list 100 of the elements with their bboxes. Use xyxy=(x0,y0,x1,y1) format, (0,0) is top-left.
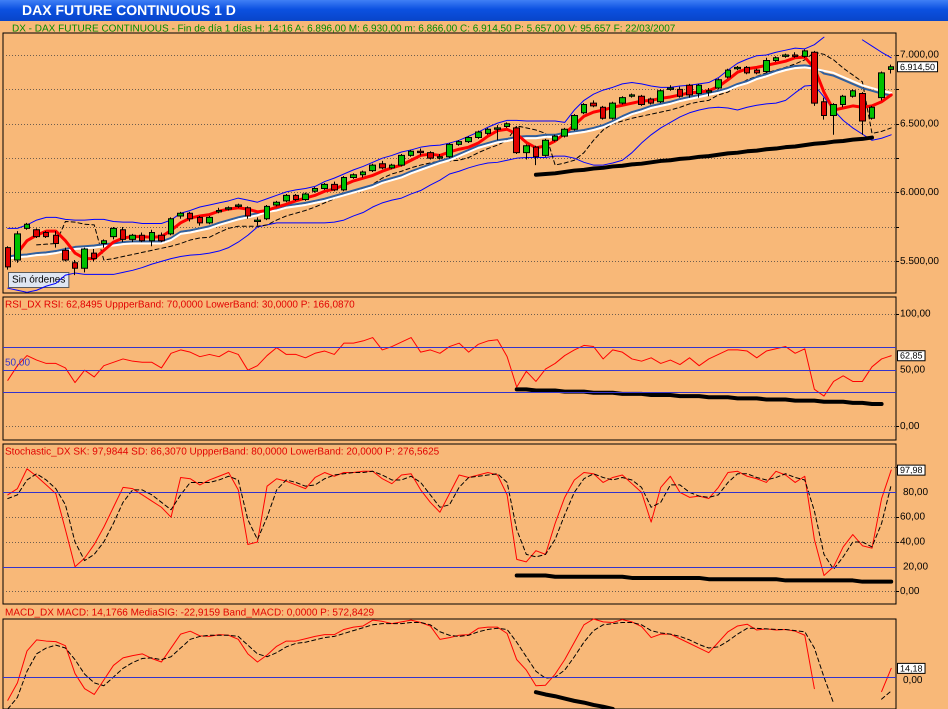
candlestick xyxy=(302,192,309,202)
candlestick xyxy=(283,193,290,203)
candlestick xyxy=(379,160,386,170)
candlestick xyxy=(33,228,40,238)
candlestick xyxy=(686,83,693,98)
candlestick xyxy=(437,154,443,160)
candlestick xyxy=(158,232,165,243)
candlestick xyxy=(398,154,405,167)
annotation: 14,18 xyxy=(900,663,923,674)
candlestick xyxy=(494,124,501,141)
candlestick xyxy=(657,88,664,104)
line-series xyxy=(7,337,892,397)
candlestick xyxy=(840,94,846,108)
candlestick xyxy=(609,101,616,120)
candlestick xyxy=(571,114,578,132)
candlestick xyxy=(677,86,683,98)
y-tick-label: 6.000,00 xyxy=(900,187,940,198)
candlestick xyxy=(177,211,184,220)
candlestick xyxy=(619,96,626,106)
candlestick xyxy=(168,216,174,236)
annotation: 97,98 xyxy=(900,465,923,476)
candlestick xyxy=(417,148,424,156)
candlestick xyxy=(696,83,702,98)
chart-title: RSI_DX RSI: 62,8495 UppperBand: 70,0000 LowerBand: 30,0000 P: 166,0870 xyxy=(5,300,356,310)
y-tick-label: 50,00 xyxy=(900,364,926,376)
y-tick-label: 40,00 xyxy=(900,536,926,548)
candlestick xyxy=(754,68,760,75)
candlestick xyxy=(53,230,59,248)
candlestick xyxy=(715,78,722,90)
candlestick xyxy=(475,130,482,140)
candlestick xyxy=(389,163,395,170)
chart-title: MACD_DX MACD: 14,1766 MediaSIG: -22,9159 Band_MACD: 0,0000 P: 572,8429 xyxy=(5,608,375,618)
candlestick xyxy=(62,247,69,262)
candlestick xyxy=(581,102,587,115)
candlestick xyxy=(5,246,11,270)
line-series xyxy=(534,136,874,177)
y-tick-label: 7.000,00 xyxy=(900,50,940,61)
candlestick xyxy=(600,105,606,120)
candlestick xyxy=(504,122,510,128)
candlestick xyxy=(293,193,299,202)
candlestick xyxy=(821,97,827,120)
y-tick-label: 0,00 xyxy=(900,420,920,432)
candlestick xyxy=(369,163,376,172)
candlestick xyxy=(465,136,472,144)
candlestick xyxy=(667,84,674,92)
candlestick xyxy=(513,126,520,155)
candlestick xyxy=(24,222,30,230)
candlestick xyxy=(878,71,885,101)
candlestick xyxy=(341,176,347,192)
candlestick xyxy=(206,215,213,225)
candlestick xyxy=(110,226,117,240)
candlestick xyxy=(792,52,798,58)
candlestick xyxy=(187,211,193,222)
y-tick-label: 100,00 xyxy=(900,308,932,320)
candlestick xyxy=(542,138,549,158)
candlestick xyxy=(43,230,49,238)
candlestick xyxy=(149,229,155,247)
line-series xyxy=(514,573,894,584)
candlestick xyxy=(225,206,232,211)
candlestick xyxy=(235,203,242,208)
candlestick xyxy=(14,230,21,264)
candlestick xyxy=(81,247,88,273)
ref-line-label: 20,00 xyxy=(903,561,928,572)
candlestick xyxy=(725,68,731,79)
candlestick xyxy=(523,144,530,160)
candlestick xyxy=(120,226,126,243)
text: 6.914,50 xyxy=(900,62,936,72)
chart-title: DAX FUTURE CONTINUOUS 1 D xyxy=(22,2,236,19)
y-tick-label: 6.500,00 xyxy=(900,118,940,130)
y-tick-label: 60,00 xyxy=(900,512,926,523)
candlestick xyxy=(91,248,97,262)
candlestick xyxy=(72,259,78,276)
candlestick xyxy=(706,88,712,97)
line-series xyxy=(7,84,892,293)
candlestick xyxy=(561,127,568,138)
chart-title: Stochastic_DX SK: 97,9844 SD: 86,3070 UppperBand: 80,0000 LowerBand: 20,0000 P: 276,5625 xyxy=(5,446,440,458)
candlestick xyxy=(331,181,338,192)
candlestick xyxy=(254,216,261,226)
candlestick xyxy=(533,145,539,166)
candlestick xyxy=(485,127,491,136)
annotation: 62,85 xyxy=(900,350,923,361)
candlestick xyxy=(888,64,894,74)
candlestick xyxy=(139,232,145,243)
candlestick xyxy=(850,88,856,98)
candlestick xyxy=(830,102,837,136)
candlestick xyxy=(590,100,597,108)
candlestick xyxy=(321,182,328,190)
candlestick xyxy=(360,170,366,178)
candlestick xyxy=(859,92,866,136)
candlestick xyxy=(552,134,558,142)
candlestick xyxy=(197,215,203,226)
candlestick xyxy=(648,97,654,106)
candlestick xyxy=(264,204,270,221)
y-tick-label: 0,00 xyxy=(900,586,920,598)
candlestick xyxy=(408,149,414,158)
candlestick xyxy=(773,56,779,62)
candlestick xyxy=(744,66,750,75)
candlestick xyxy=(427,150,434,160)
candlestick xyxy=(456,140,462,146)
candlestick xyxy=(869,105,875,120)
